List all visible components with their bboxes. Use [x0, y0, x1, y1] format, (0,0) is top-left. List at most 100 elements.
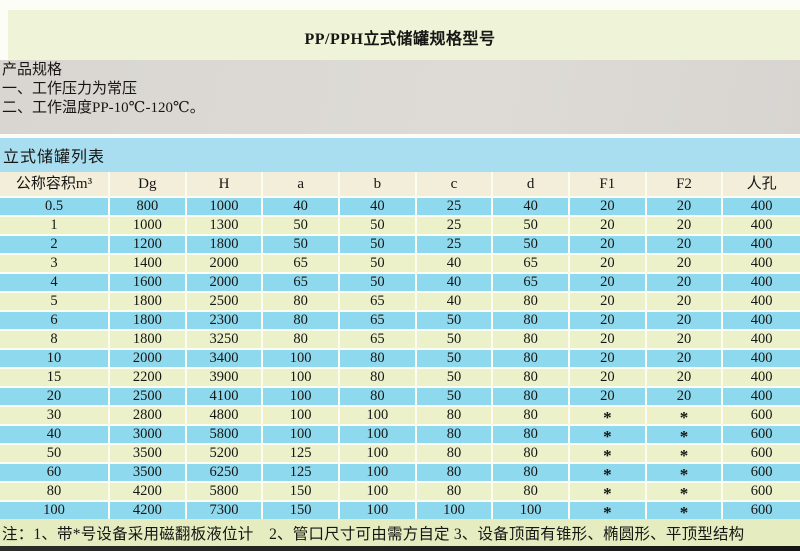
table-cell: 25 — [417, 236, 494, 253]
table-cell: 50 — [417, 350, 494, 367]
table-cell: 65 — [340, 293, 417, 310]
table-cell: 50 — [493, 236, 570, 253]
table-cell: 1000 — [110, 217, 187, 234]
table-cell: 65 — [263, 255, 340, 272]
table-cell: 4200 — [110, 483, 187, 500]
table-cell: 20 — [570, 293, 647, 310]
product-spec-heading: 产品规格 — [2, 62, 63, 78]
table-cell: 40 — [417, 274, 494, 291]
table-cell: 60 — [0, 464, 110, 481]
column-header: c — [417, 172, 494, 196]
table-cell: 20 — [570, 369, 647, 386]
product-spec-line-1: 一、工作压力为常压 — [2, 81, 138, 97]
table-cell: 100 — [0, 502, 110, 519]
table-cell: 20 — [570, 350, 647, 367]
table-cell: 2000 — [110, 350, 187, 367]
table-cell: 7300 — [187, 502, 264, 519]
table-cell: 80 — [493, 388, 570, 405]
table-cell: 20 — [647, 236, 724, 253]
table-cell: * — [647, 426, 724, 443]
table-cell: 20 — [647, 255, 724, 272]
scan-top-edge — [0, 0, 800, 10]
table-cell: 50 — [417, 369, 494, 386]
table-cell: 100 — [340, 407, 417, 424]
table-row: 4 1600 2000 65 50 40 65 20 20 400 — [0, 272, 800, 291]
table-cell: 400 — [750, 369, 773, 385]
table-row: 80 4200 5800 150 100 80 80 * * 600 — [0, 481, 800, 500]
table-cell: 20 — [570, 255, 647, 272]
table-cell: 40 — [263, 198, 340, 215]
table-cell: 100 — [340, 426, 417, 443]
table-cell: 100 — [340, 483, 417, 500]
scan-bottom-edge — [0, 546, 800, 551]
table-cell: 400 — [750, 274, 773, 290]
column-header: F1 — [570, 172, 647, 196]
table-cell: * — [570, 426, 647, 443]
column-header: a — [263, 172, 340, 196]
table-cell: 20 — [570, 198, 647, 215]
table-cell: 80 — [493, 464, 570, 481]
table-cell: 150 — [263, 483, 340, 500]
table-cell: 1 — [0, 217, 110, 234]
table-cell: 3500 — [110, 464, 187, 481]
table-cell: 1800 — [110, 293, 187, 310]
table-cell: 50 — [417, 388, 494, 405]
table-row: 100 4200 7300 150 100 100 100 * * 600 — [0, 500, 800, 519]
table-cell: 80 — [417, 426, 494, 443]
table-cell: 100 — [493, 502, 570, 519]
table-cell: 80 — [417, 445, 494, 462]
table-cell: 4 — [0, 274, 110, 291]
column-header: 公称容积m³ — [0, 172, 110, 196]
table-cell: 125 — [263, 464, 340, 481]
table-cell: 400 — [750, 331, 773, 347]
table-cell: 80 — [340, 350, 417, 367]
table-cell: 20 — [570, 331, 647, 348]
table-cell: 20 — [647, 312, 724, 329]
table-cell: 20 — [570, 388, 647, 405]
table-cell: 80 — [493, 426, 570, 443]
table-cell: 100 — [263, 350, 340, 367]
table-cell: 40 — [493, 198, 570, 215]
table-cell: 3400 — [187, 350, 264, 367]
table-cell: 600 — [750, 464, 773, 480]
column-header: H — [187, 172, 264, 196]
table-cell: 50 — [340, 236, 417, 253]
table-row: 1 1000 1300 50 50 25 50 20 20 400 — [0, 215, 800, 234]
table-cell: 80 — [340, 369, 417, 386]
table-cell: 80 — [493, 407, 570, 424]
column-header: b — [340, 172, 417, 196]
table-cell: 20 — [647, 217, 724, 234]
table-row: 3 1400 2000 65 50 40 65 20 20 400 — [0, 253, 800, 272]
table-heading-band: 立式储罐列表 — [0, 138, 800, 172]
table-cell: 2500 — [110, 388, 187, 405]
table-cell: 100 — [340, 502, 417, 519]
table-cell: 5800 — [187, 426, 264, 443]
table-cell: 400 — [750, 293, 773, 309]
table-cell: 100 — [340, 445, 417, 462]
column-header: 人孔 — [746, 176, 777, 192]
table-cell: 80 — [493, 293, 570, 310]
table-cell: 400 — [750, 312, 773, 328]
table-cell: 5800 — [187, 483, 264, 500]
table-cell: 20 — [647, 274, 724, 291]
table-cell: 20 — [647, 350, 724, 367]
table-cell: * — [570, 483, 647, 500]
table-cell: 20 — [647, 293, 724, 310]
table-cell: 100 — [263, 369, 340, 386]
table-cell: 80 — [0, 483, 110, 500]
table-cell: 2800 — [110, 407, 187, 424]
table-cell: 80 — [340, 388, 417, 405]
table-cell: 80 — [493, 369, 570, 386]
page-title: PP/PPH立式储罐规格型号 — [304, 31, 496, 48]
table-cell: 80 — [263, 312, 340, 329]
table-section-heading: 立式储罐列表 — [3, 149, 106, 166]
table-cell: 15 — [0, 369, 110, 386]
table-cell: 65 — [340, 331, 417, 348]
table-cell: 50 — [340, 217, 417, 234]
table-cell: * — [647, 407, 724, 424]
table-cell: 100 — [340, 464, 417, 481]
table-cell: 20 — [0, 388, 110, 405]
table-row: 6 1800 2300 80 65 50 80 20 20 400 — [0, 310, 800, 329]
table-cell: 3500 — [110, 445, 187, 462]
table-cell: * — [570, 445, 647, 462]
